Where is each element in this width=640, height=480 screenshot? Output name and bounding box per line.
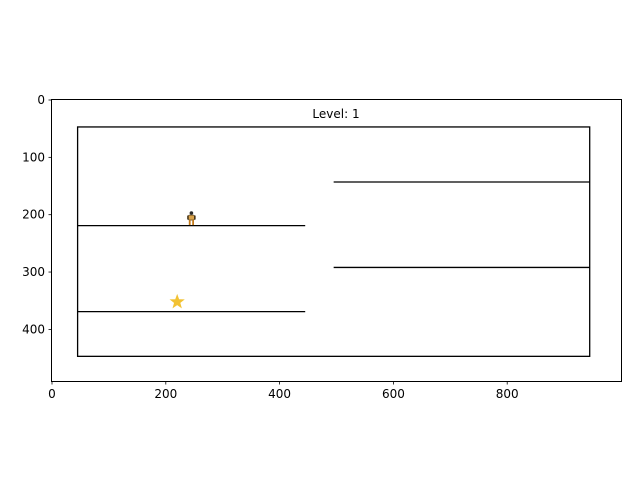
- x-tick-label: 800: [496, 387, 519, 401]
- player-arm-right-icon: [194, 215, 196, 220]
- y-tick-label: 200: [22, 208, 45, 222]
- player-sprite-icon: [187, 211, 196, 226]
- game-plot-area: Level: 1 0 200 400 600 800 0 100 200 300 400: [22, 93, 622, 401]
- x-tick-label: 0: [48, 387, 56, 401]
- player-head-icon: [189, 211, 194, 215]
- y-tick-label: 400: [22, 322, 45, 336]
- player-body-icon: [188, 214, 195, 221]
- star-icon: [169, 293, 185, 309]
- player-arm-left-icon: [187, 215, 189, 220]
- y-tick-label: 100: [22, 150, 45, 164]
- y-axis-ticks: 0 100 200 300 400: [22, 93, 52, 336]
- world: [76, 126, 591, 357]
- y-tick-label: 300: [22, 265, 45, 279]
- player-leg-left-icon: [188, 220, 191, 226]
- x-tick-label: 200: [154, 387, 177, 401]
- x-tick-label: 400: [268, 387, 291, 401]
- x-tick-label: 600: [382, 387, 405, 401]
- player-leg-right-icon: [192, 220, 195, 226]
- level-label: Level: 1: [312, 107, 359, 121]
- axes-frame: [51, 99, 622, 382]
- x-axis-ticks: 0 200 400 600 800: [48, 381, 519, 401]
- level-boundary: [76, 126, 591, 357]
- y-tick-label: 0: [37, 93, 45, 107]
